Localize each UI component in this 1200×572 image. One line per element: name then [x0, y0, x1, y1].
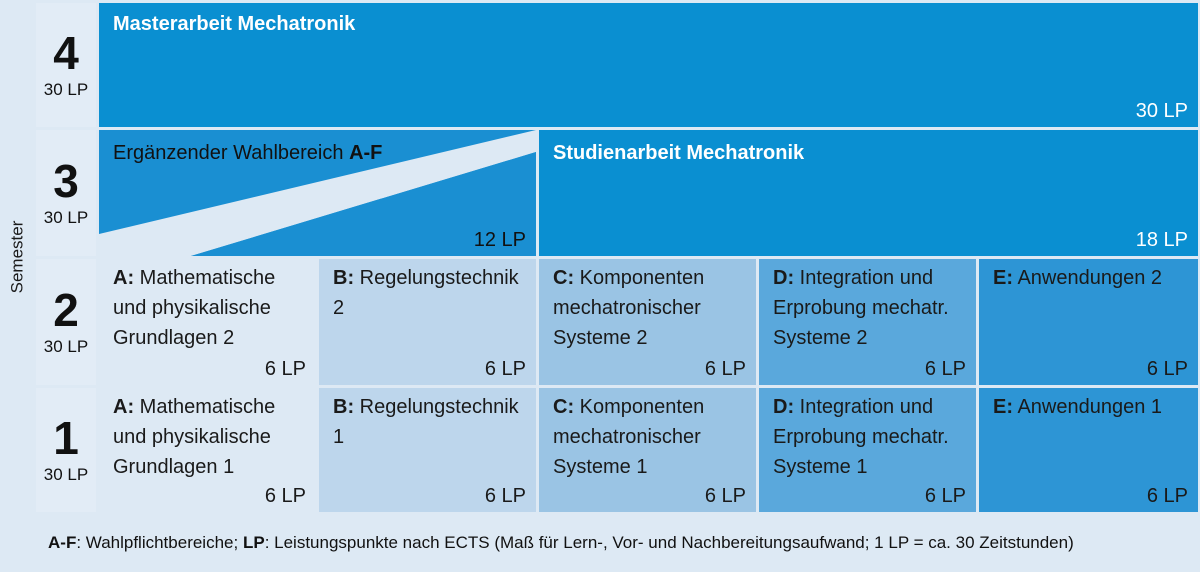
semester-3-label: 3 30 LP	[36, 130, 96, 256]
semester-lp: 30 LP	[43, 337, 89, 356]
module-title: D: Integration und Erprobung mechatr. Sy…	[773, 267, 949, 349]
masterarbeit-lp: 30 LP	[1135, 100, 1188, 122]
module-d-sem1: D: Integration und Erprobung mechatr. Sy…	[759, 388, 976, 512]
semester-number: 1	[53, 412, 79, 464]
module-lp: 6 LP	[1146, 358, 1188, 380]
wahlbereich-title: Ergänzender Wahlbereich A-F	[113, 142, 383, 164]
semester-number: 4	[53, 27, 79, 79]
module-lp: 6 LP	[1146, 485, 1188, 507]
semester-number: 3	[53, 155, 79, 207]
module-title: D: Integration und Erprobung mechatr. Sy…	[773, 396, 949, 478]
semester-axis-label: Semester	[0, 0, 34, 514]
module-title: C: Komponenten mechatronischer Systeme 2	[553, 267, 705, 349]
module-title: C: Komponenten mechatronischer Systeme 1	[553, 396, 705, 478]
module-lp: 6 LP	[924, 358, 966, 380]
module-b-sem2: B: Regelungstechnik 2 6 LP	[319, 259, 536, 385]
semester-lp: 30 LP	[43, 80, 89, 99]
semester-axis-text: Semester	[7, 220, 26, 294]
module-lp: 6 LP	[924, 485, 966, 507]
semester-2-label: 2 30 LP	[36, 259, 96, 385]
module-title: B: Regelungstechnik 2	[333, 267, 519, 319]
module-title: E: Anwendungen 1	[993, 396, 1163, 418]
wahlbereich-lp: 12 LP	[473, 229, 526, 251]
module-lp: 6 LP	[484, 485, 526, 507]
module-e-sem1: E: Anwendungen 1 6 LP	[979, 388, 1198, 512]
module-title: A: Mathematische und physikalische Grund…	[113, 267, 276, 349]
legend-footer: A-F: Wahlpflichtbereiche; LP: Leistungsp…	[0, 514, 1200, 572]
masterarbeit-block: Masterarbeit Mechatronik 30 LP	[99, 3, 1198, 127]
module-title: E: Anwendungen 2	[993, 267, 1163, 289]
module-lp: 6 LP	[704, 358, 746, 380]
studienarbeit-lp: 18 LP	[1135, 229, 1188, 251]
semester-number: 2	[53, 284, 79, 336]
module-title: A: Mathematische und physikalische Grund…	[113, 396, 276, 478]
module-lp: 6 LP	[484, 358, 526, 380]
module-a-sem2: A: Mathematische und physikalische Grund…	[99, 259, 316, 385]
module-lp: 6 LP	[264, 358, 306, 380]
module-title: B: Regelungstechnik 1	[333, 396, 519, 448]
module-c-sem2: C: Komponenten mechatronischer Systeme 2…	[539, 259, 756, 385]
masterarbeit-title: Masterarbeit Mechatronik	[113, 13, 356, 35]
module-lp: 6 LP	[264, 485, 306, 507]
semester-1-label: 1 30 LP	[36, 388, 96, 512]
semester-lp: 30 LP	[43, 465, 89, 484]
diagonal-band	[99, 130, 536, 256]
module-e-sem2: E: Anwendungen 2 6 LP	[979, 259, 1198, 385]
semester-4-label: 4 30 LP	[36, 3, 96, 127]
studienarbeit-block: Studienarbeit Mechatronik 18 LP	[539, 130, 1198, 256]
legend-text: A-F: Wahlpflichtbereiche; LP: Leistungsp…	[48, 533, 1074, 552]
module-c-sem1: C: Komponenten mechatronischer Systeme 1…	[539, 388, 756, 512]
module-lp: 6 LP	[704, 485, 746, 507]
wahlbereich-block: Ergänzender Wahlbereich A-F 12 LP	[99, 130, 536, 256]
module-b-sem1: B: Regelungstechnik 1 6 LP	[319, 388, 536, 512]
module-a-sem1: A: Mathematische und physikalische Grund…	[99, 388, 316, 512]
module-d-sem2: D: Integration und Erprobung mechatr. Sy…	[759, 259, 976, 385]
studienarbeit-title: Studienarbeit Mechatronik	[553, 142, 805, 164]
semester-lp: 30 LP	[43, 208, 89, 227]
